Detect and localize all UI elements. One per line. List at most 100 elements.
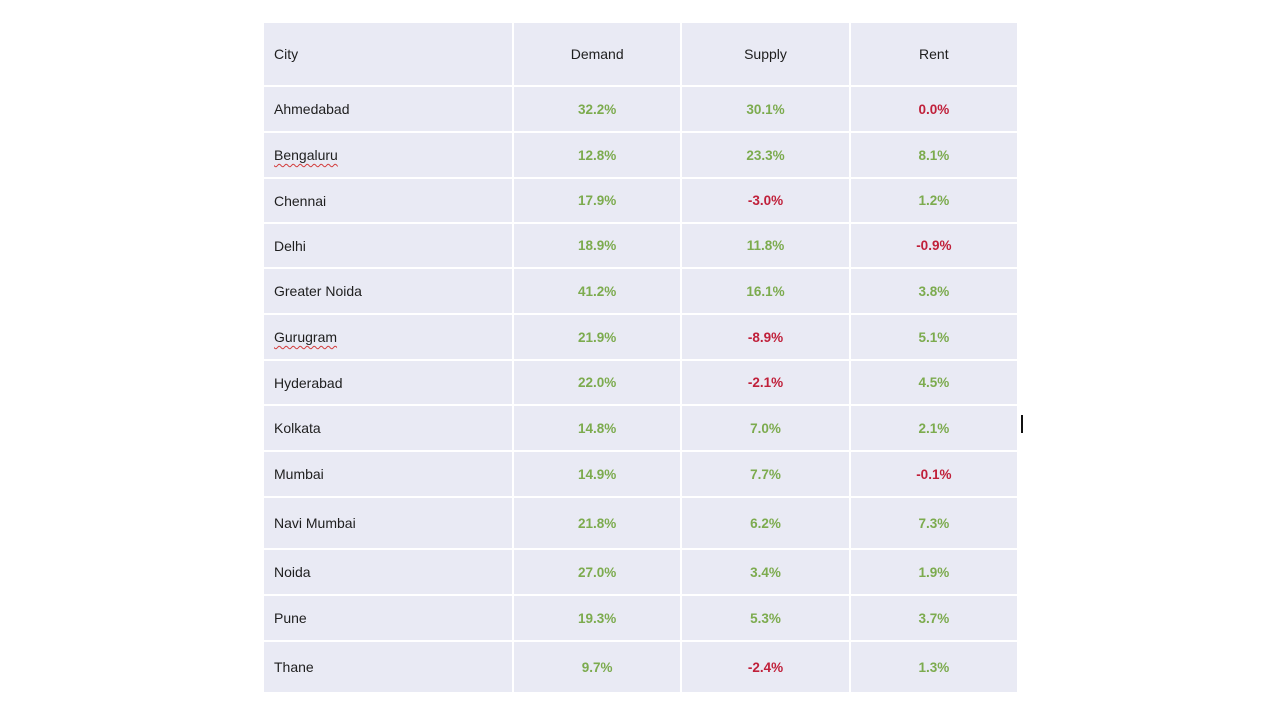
cell-city-text: Thane (274, 659, 314, 675)
cell-city-text: Pune (274, 610, 307, 626)
table-row: Bengaluru 12.8% 23.3% 8.1% (262, 131, 1020, 179)
cell-city: Delhi (262, 222, 514, 269)
cell-supply: 30.1% (680, 85, 851, 133)
cell-supply: 23.3% (680, 131, 851, 179)
cell-city: Ahmedabad (262, 85, 514, 133)
cell-rent-text: 8.1% (918, 147, 950, 163)
cell-rent-text: 7.3% (918, 515, 950, 531)
cell-demand: 18.9% (511, 222, 683, 269)
cell-city: Mumbai (262, 450, 514, 498)
cell-rent: 8.1% (848, 131, 1020, 179)
cell-city-text: Gurugram (274, 329, 338, 345)
cell-supply-text: 23.3% (746, 147, 785, 163)
cell-supply: 6.2% (680, 496, 851, 550)
cell-rent-text: 1.2% (918, 193, 950, 208)
cell-demand: 32.2% (511, 85, 683, 133)
cell-city: Chennai (262, 177, 514, 224)
cell-demand: 19.3% (511, 594, 683, 642)
cell-supply: 7.7% (680, 450, 851, 498)
cell-demand: 21.9% (511, 313, 683, 361)
text-cursor (1021, 415, 1023, 433)
cell-city-text: Chennai (274, 192, 327, 209)
table-row: Thane 9.7% -2.4% 1.3% (262, 640, 1020, 694)
cell-city: Hyderabad (262, 359, 514, 406)
cell-supply-text: 6.2% (750, 515, 781, 531)
cell-rent: 7.3% (848, 496, 1020, 550)
cell-supply-text: 30.1% (746, 101, 785, 117)
cell-demand: 14.9% (511, 450, 683, 498)
cell-city: Kolkata (262, 404, 514, 452)
cell-demand-text: 21.9% (578, 329, 617, 345)
cell-demand-text: 18.9% (578, 238, 617, 253)
table-row: Ahmedabad 32.2% 30.1% 0.0% (262, 85, 1020, 133)
cell-supply-text: -8.9% (747, 329, 784, 345)
header-supply: Supply (680, 21, 851, 87)
cell-supply-text: 7.0% (750, 420, 781, 436)
cell-city-text: Mumbai (274, 466, 324, 482)
table-row: Kolkata 14.8% 7.0% 2.1% (262, 404, 1020, 452)
cell-supply-text: 16.1% (746, 283, 785, 299)
cell-rent: 5.1% (848, 313, 1020, 361)
table-row: Hyderabad 22.0% -2.1% 4.5% (262, 359, 1020, 406)
cell-city: Navi Mumbai (262, 496, 514, 550)
cell-supply: 16.1% (680, 267, 851, 315)
cell-city-text: Navi Mumbai (274, 515, 356, 531)
cell-demand-text: 19.3% (578, 610, 617, 626)
cell-supply: -2.4% (680, 640, 851, 694)
cell-supply-text: 7.7% (750, 466, 781, 482)
cell-city: Gurugram (262, 313, 514, 361)
cell-rent-text: 4.5% (918, 375, 950, 390)
cell-demand-text: 14.8% (578, 420, 617, 436)
cell-supply: -2.1% (680, 359, 851, 406)
cell-demand-text: 27.0% (578, 564, 617, 580)
table-row: Gurugram 21.9% -8.9% 5.1% (262, 313, 1020, 361)
cell-demand: 12.8% (511, 131, 683, 179)
cell-demand: 14.8% (511, 404, 683, 452)
cell-rent-text: 3.8% (918, 283, 950, 299)
cell-rent-text: -0.9% (916, 238, 952, 253)
cell-rent: 3.8% (848, 267, 1020, 315)
cell-city-text: Hyderabad (274, 374, 343, 391)
cell-rent: 1.9% (848, 548, 1020, 596)
cell-rent-text: -0.1% (916, 466, 952, 482)
cell-rent: 1.2% (848, 177, 1020, 224)
cell-city: Noida (262, 548, 514, 596)
cell-demand: 17.9% (511, 177, 683, 224)
cell-city-text: Bengaluru (274, 147, 338, 163)
cell-demand: 21.8% (511, 496, 683, 550)
cell-rent-text: 1.3% (918, 659, 950, 675)
cell-city-text: Noida (274, 564, 311, 580)
cell-rent-text: 5.1% (918, 329, 950, 345)
cell-demand-text: 22.0% (578, 375, 617, 390)
cell-rent-text: 3.7% (918, 610, 950, 626)
table-row: Chennai 17.9% -3.0% 1.2% (262, 177, 1020, 224)
cell-demand-text: 41.2% (578, 283, 617, 299)
cell-supply: 5.3% (680, 594, 851, 642)
cell-city: Pune (262, 594, 514, 642)
cell-rent: 2.1% (848, 404, 1020, 452)
table-row: Mumbai 14.9% 7.7% -0.1% (262, 450, 1020, 498)
cell-city-text: Kolkata (274, 420, 321, 436)
cell-supply-text: -2.1% (747, 375, 784, 390)
cell-supply-text: 3.4% (750, 564, 781, 580)
cell-demand-text: 21.8% (578, 515, 617, 531)
cell-city-text: Greater Noida (274, 283, 362, 299)
header-rent: Rent (848, 21, 1020, 87)
cell-demand: 9.7% (511, 640, 683, 694)
table-header-row: City Demand Supply Rent (262, 21, 1020, 87)
cell-rent: -0.9% (848, 222, 1020, 269)
cell-demand: 22.0% (511, 359, 683, 406)
cell-supply: -3.0% (680, 177, 851, 224)
cell-demand: 41.2% (511, 267, 683, 315)
cell-supply: -8.9% (680, 313, 851, 361)
cell-city: Bengaluru (262, 131, 514, 179)
cell-city: Thane (262, 640, 514, 694)
cell-supply-text: 5.3% (750, 610, 781, 626)
cell-supply-text: -2.4% (747, 659, 784, 675)
cell-rent: -0.1% (848, 450, 1020, 498)
table-row: Greater Noida 41.2% 16.1% 3.8% (262, 267, 1020, 315)
header-demand: Demand (511, 21, 683, 87)
cell-supply: 3.4% (680, 548, 851, 596)
cell-city-text: Delhi (274, 237, 306, 254)
cell-demand-text: 17.9% (578, 193, 617, 208)
